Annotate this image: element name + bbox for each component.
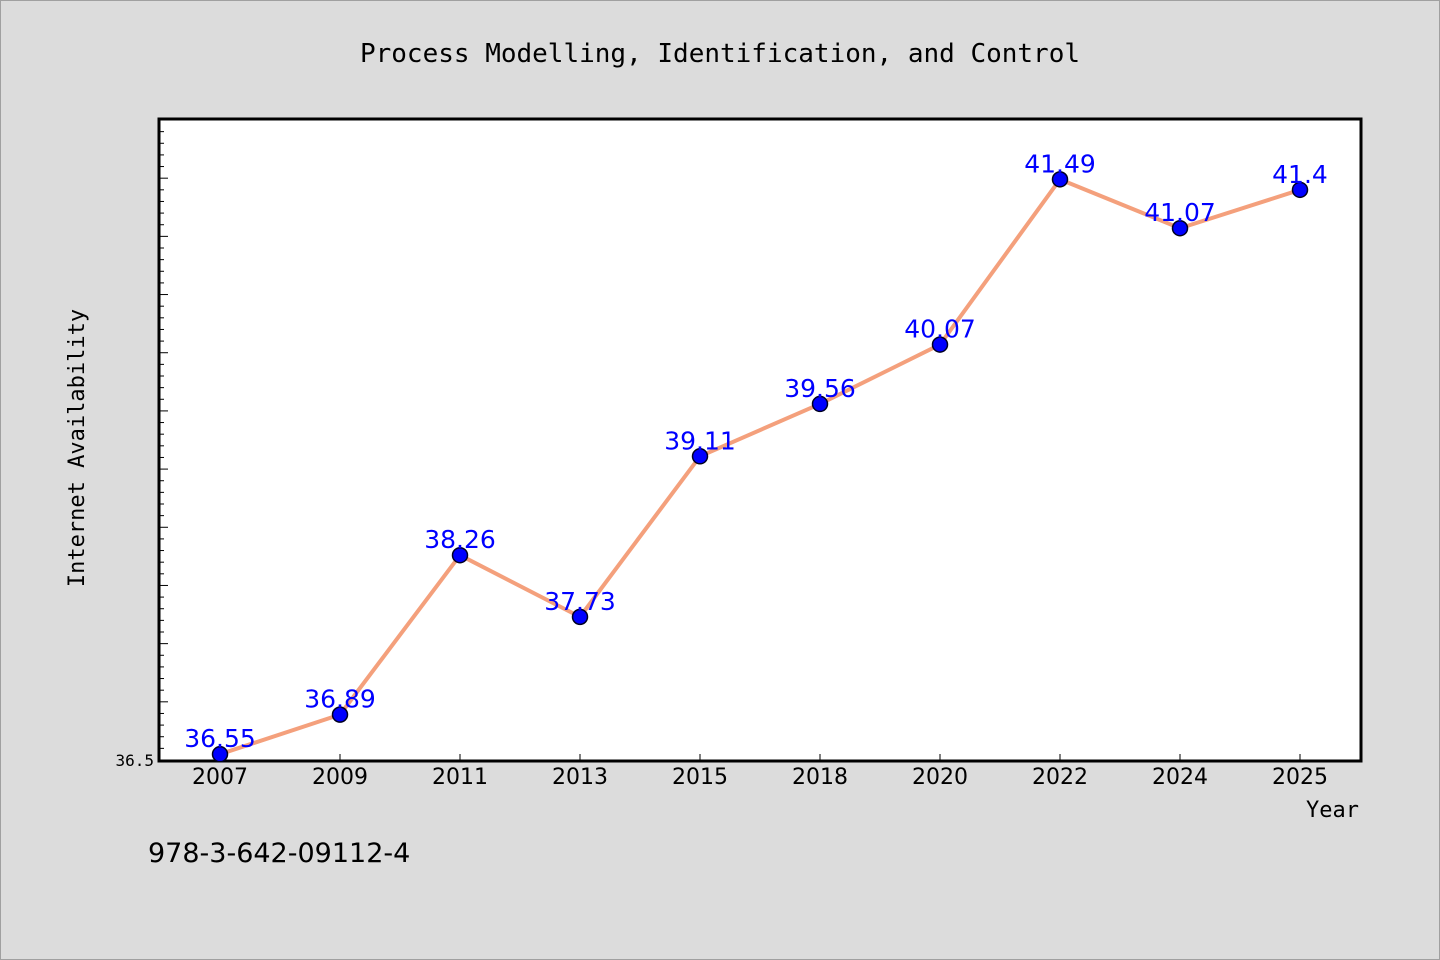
data-point-2022 xyxy=(1051,171,1069,188)
x-tick-label-2007: 2007 xyxy=(192,765,248,790)
x-tick-label-2013: 2013 xyxy=(552,765,608,790)
chart-title: Process Modelling, Identification, and C… xyxy=(360,39,1080,69)
data-point-2009 xyxy=(331,706,349,723)
data-point-2020 xyxy=(931,336,949,353)
isbn-footer: 978-3-642-09112-4 xyxy=(148,838,410,869)
y-axis-label: Internet Availability xyxy=(65,309,90,587)
y-tick-label-0: 36.5 xyxy=(115,751,154,770)
data-label-2020: 40.07 xyxy=(904,315,976,344)
x-tick-label-2011: 2011 xyxy=(432,765,488,790)
series-group xyxy=(211,171,1309,763)
data-label-2013: 37.73 xyxy=(544,587,616,616)
data-point-2025 xyxy=(1291,181,1309,199)
plot-area xyxy=(157,117,1363,763)
data-label-2009: 36.89 xyxy=(304,685,376,714)
data-point-2007 xyxy=(211,745,229,763)
data-label-2024: 41.07 xyxy=(1144,198,1216,227)
data-point-2018 xyxy=(811,395,829,413)
data-point-2024 xyxy=(1171,219,1189,237)
x-tick-label-2009: 2009 xyxy=(312,765,368,790)
data-point-2015 xyxy=(691,448,709,465)
data-point-2011 xyxy=(451,546,469,564)
data-point-2013 xyxy=(571,608,589,626)
data-label-2025: 41.4 xyxy=(1272,160,1328,189)
x-tick-label-2025: 2025 xyxy=(1272,765,1328,790)
x-axis-ticks: 2007 2009 2011 2013 2015 2018 2020 2022 2024 2025 xyxy=(192,754,1328,790)
x-tick-label-2015: 2015 xyxy=(672,765,728,790)
x-tick-label-2018: 2018 xyxy=(792,765,848,790)
data-label-2007: 36.55 xyxy=(184,724,256,753)
series-line-0 xyxy=(219,177,1301,757)
data-label-2011: 38.26 xyxy=(424,525,496,554)
data-label-2015: 39.11 xyxy=(664,426,736,455)
data-label-2018: 39.56 xyxy=(784,374,856,403)
data-label-2022: 41.49 xyxy=(1024,149,1096,178)
data-labels: 36.55 36.89 38.26 37.73 39.11 39.56 40.07 41.49… xyxy=(184,149,1328,753)
x-tick-label-2024: 2024 xyxy=(1152,765,1208,790)
x-axis-label: Year xyxy=(1306,798,1359,823)
y-axis-ticks: 36.5 xyxy=(115,119,168,770)
x-tick-label-2020: 2020 xyxy=(912,765,968,790)
x-tick-label-2022: 2022 xyxy=(1032,765,1088,790)
